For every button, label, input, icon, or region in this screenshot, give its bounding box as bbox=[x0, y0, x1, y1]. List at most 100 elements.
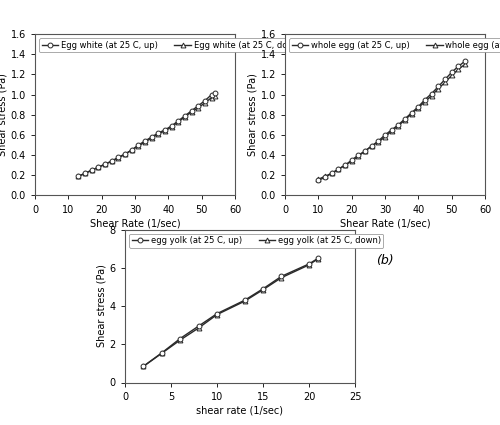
whole egg (at 25 C, up) bbox=[382, 133, 388, 138]
egg yolk (at 25 C, up) bbox=[306, 261, 312, 266]
Egg white (at 25 C, up) bbox=[102, 162, 108, 167]
Egg white (at 25 C, up) bbox=[108, 159, 114, 164]
whole egg (at 25 C, up) bbox=[368, 144, 374, 149]
Egg white (at 25 C, up) bbox=[76, 174, 82, 179]
whole egg (at 25 C, down) bbox=[328, 171, 334, 176]
Egg white (at 25 C, down) bbox=[142, 139, 148, 144]
egg yolk (at 25 C, up) bbox=[242, 298, 248, 303]
whole egg (at 25 C, down) bbox=[456, 67, 462, 72]
whole egg (at 25 C, up) bbox=[376, 139, 382, 144]
Egg white (at 25 C, up) bbox=[128, 147, 134, 153]
Egg white (at 25 C, down) bbox=[188, 109, 194, 114]
whole egg (at 25 C, up) bbox=[416, 104, 422, 109]
Line: whole egg (at 25 C, up): whole egg (at 25 C, up) bbox=[316, 59, 468, 183]
Egg white (at 25 C, down) bbox=[102, 162, 108, 167]
Y-axis label: Shear stress (Pa): Shear stress (Pa) bbox=[248, 74, 258, 156]
Egg white (at 25 C, up) bbox=[136, 142, 141, 147]
Egg white (at 25 C, down) bbox=[208, 95, 214, 100]
Egg white (at 25 C, up) bbox=[176, 118, 182, 123]
egg yolk (at 25 C, down) bbox=[196, 326, 202, 331]
Egg white (at 25 C, down) bbox=[176, 119, 182, 125]
whole egg (at 25 C, down) bbox=[416, 105, 422, 110]
whole egg (at 25 C, up) bbox=[442, 77, 448, 82]
egg yolk (at 25 C, down) bbox=[315, 256, 321, 261]
Egg white (at 25 C, down) bbox=[162, 128, 168, 133]
Egg white (at 25 C, up) bbox=[202, 98, 208, 103]
whole egg (at 25 C, down) bbox=[382, 134, 388, 139]
whole egg (at 25 C, down) bbox=[336, 167, 342, 172]
whole egg (at 25 C, up) bbox=[436, 84, 442, 89]
Egg white (at 25 C, up) bbox=[156, 130, 162, 136]
Egg white (at 25 C, down) bbox=[116, 156, 121, 161]
Egg white (at 25 C, down) bbox=[202, 100, 208, 105]
egg yolk (at 25 C, up) bbox=[260, 286, 266, 292]
whole egg (at 25 C, up) bbox=[342, 163, 348, 168]
whole egg (at 25 C, up) bbox=[348, 158, 354, 163]
whole egg (at 25 C, up) bbox=[422, 97, 428, 102]
Egg white (at 25 C, down) bbox=[136, 144, 141, 149]
Egg white (at 25 C, up) bbox=[212, 90, 218, 95]
egg yolk (at 25 C, down) bbox=[177, 337, 183, 343]
Line: Egg white (at 25 C, up): Egg white (at 25 C, up) bbox=[76, 90, 218, 179]
whole egg (at 25 C, down) bbox=[376, 139, 382, 144]
whole egg (at 25 C, down) bbox=[448, 73, 454, 78]
egg yolk (at 25 C, up) bbox=[315, 256, 321, 261]
Egg white (at 25 C, down) bbox=[122, 152, 128, 157]
Egg white (at 25 C, down) bbox=[76, 174, 82, 179]
whole egg (at 25 C, up) bbox=[316, 178, 322, 183]
Egg white (at 25 C, down) bbox=[212, 93, 218, 98]
Egg white (at 25 C, up) bbox=[182, 113, 188, 118]
whole egg (at 25 C, down) bbox=[428, 93, 434, 98]
whole egg (at 25 C, down) bbox=[422, 99, 428, 104]
whole egg (at 25 C, up) bbox=[388, 128, 394, 133]
Legend: Egg white (at 25 C, up), Egg white (at 25 C, down): Egg white (at 25 C, up), Egg white (at 2… bbox=[39, 38, 305, 52]
whole egg (at 25 C, down) bbox=[316, 177, 322, 182]
whole egg (at 25 C, down) bbox=[396, 123, 402, 128]
egg yolk (at 25 C, down) bbox=[242, 299, 248, 304]
Text: (b): (b) bbox=[376, 254, 394, 266]
whole egg (at 25 C, up) bbox=[396, 122, 402, 128]
whole egg (at 25 C, up) bbox=[448, 70, 454, 75]
egg yolk (at 25 C, down) bbox=[140, 364, 146, 369]
Line: whole egg (at 25 C, down): whole egg (at 25 C, down) bbox=[316, 62, 468, 182]
Egg white (at 25 C, down) bbox=[88, 168, 94, 173]
whole egg (at 25 C, down) bbox=[462, 62, 468, 67]
whole egg (at 25 C, up) bbox=[402, 116, 408, 122]
whole egg (at 25 C, down) bbox=[436, 86, 442, 91]
whole egg (at 25 C, up) bbox=[322, 175, 328, 180]
Y-axis label: Shear stress (Pa): Shear stress (Pa) bbox=[97, 264, 107, 348]
Egg white (at 25 C, down) bbox=[196, 105, 202, 110]
whole egg (at 25 C, down) bbox=[402, 117, 408, 122]
Egg white (at 25 C, up) bbox=[208, 92, 214, 97]
egg yolk (at 25 C, up) bbox=[278, 274, 284, 279]
egg yolk (at 25 C, down) bbox=[260, 287, 266, 292]
egg yolk (at 25 C, up) bbox=[140, 364, 146, 369]
Egg white (at 25 C, down) bbox=[82, 171, 88, 176]
whole egg (at 25 C, down) bbox=[342, 163, 348, 168]
Y-axis label: Shear stress (Pa): Shear stress (Pa) bbox=[0, 74, 8, 156]
whole egg (at 25 C, up) bbox=[456, 64, 462, 69]
whole egg (at 25 C, down) bbox=[442, 80, 448, 85]
Egg white (at 25 C, up) bbox=[82, 171, 88, 176]
Egg white (at 25 C, down) bbox=[128, 147, 134, 153]
Egg white (at 25 C, down) bbox=[108, 159, 114, 164]
whole egg (at 25 C, up) bbox=[356, 153, 362, 158]
whole egg (at 25 C, down) bbox=[362, 149, 368, 154]
egg yolk (at 25 C, up) bbox=[177, 336, 183, 341]
Egg white (at 25 C, up) bbox=[122, 152, 128, 157]
Legend: egg yolk (at 25 C, up), egg yolk (at 25 C, down): egg yolk (at 25 C, up), egg yolk (at 25 … bbox=[129, 234, 384, 248]
Egg white (at 25 C, up) bbox=[142, 139, 148, 144]
Line: egg yolk (at 25 C, up): egg yolk (at 25 C, up) bbox=[141, 256, 320, 368]
whole egg (at 25 C, up) bbox=[462, 59, 468, 64]
whole egg (at 25 C, down) bbox=[368, 144, 374, 149]
Egg white (at 25 C, up) bbox=[188, 108, 194, 113]
Legend: whole egg (at 25 C, up), whole egg (at 25 C, down): whole egg (at 25 C, up), whole egg (at 2… bbox=[289, 38, 500, 52]
egg yolk (at 25 C, up) bbox=[214, 311, 220, 316]
whole egg (at 25 C, down) bbox=[348, 159, 354, 164]
egg yolk (at 25 C, up) bbox=[196, 323, 202, 329]
egg yolk (at 25 C, up) bbox=[159, 350, 165, 355]
egg yolk (at 25 C, down) bbox=[306, 262, 312, 267]
Egg white (at 25 C, up) bbox=[196, 103, 202, 108]
whole egg (at 25 C, up) bbox=[428, 91, 434, 96]
Line: Egg white (at 25 C, down): Egg white (at 25 C, down) bbox=[76, 93, 218, 179]
